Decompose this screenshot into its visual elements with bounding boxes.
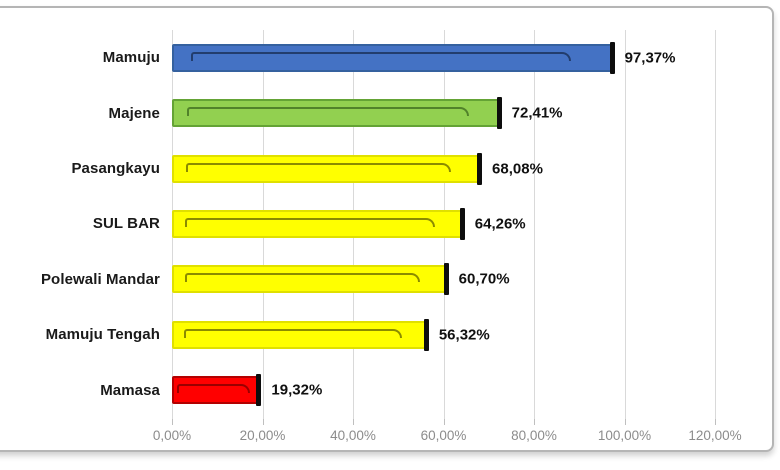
chart-row: Mamasa 19,32% [0,363,715,418]
x-tick-label: 0,00% [152,428,192,443]
bar-end-cap [443,263,449,296]
gridline [624,30,626,419]
gridline [534,30,535,419]
bar-end-cap [459,207,465,240]
value-label: 72,41% [511,104,563,122]
bar: 64,26% [172,207,526,240]
chart-row: SUL BAR 64,26% [0,196,715,251]
category-label: Mamuju [102,49,160,67]
bar-highlight [185,217,435,227]
bar-end-cap [609,41,615,74]
bar-chart: Mamuju 97,37% Majene 72,41% Pasangkayu 68,08%… [0,30,715,418]
chart-row: Pasangkayu 68,08% [0,141,715,196]
tick-mark [624,419,626,425]
x-tick-label: 120,00% [688,428,742,443]
bar-track: 56,32% [172,318,715,351]
bar: 68,08% [172,152,543,185]
value-label: 68,08% [492,160,543,178]
chart-row: Mamuju 97,37% [0,30,715,85]
category-label: Polewali Mandar [40,270,160,288]
value-label: 56,32% [438,326,490,344]
bar-highlight [184,328,403,338]
chart-row: Majene 72,41% [0,85,715,140]
bar: 60,70% [172,263,510,296]
bar-highlight [191,51,572,61]
category-label: Majene [108,104,160,122]
bar-track: 60,70% [172,263,715,296]
tick-mark [353,419,354,425]
value-label: 97,37% [624,49,676,67]
tick-mark [443,419,445,425]
bar-track: 68,08% [172,152,715,185]
tick-mark [172,419,173,425]
value-label: 60,70% [458,270,510,288]
bar-end-cap [256,374,262,407]
category-label: Pasangkayu [71,160,160,178]
bar-track: 72,41% [172,97,715,130]
bar-track: 64,26% [172,207,715,240]
bar-highlight [186,162,451,172]
gridline [715,30,716,419]
chart-row: Mamuju Tengah 56,32% [0,307,715,362]
bar-track: 19,32% [172,374,715,407]
bar-highlight [186,107,469,117]
tick-mark [262,419,264,425]
bar-highlight [184,273,421,283]
value-label: 64,26% [474,215,526,233]
x-tick-label: 80,00% [511,428,557,443]
bar-highlight [177,384,250,394]
bar: 97,37% [172,41,675,74]
tick-mark [715,419,716,425]
value-label: 19,32% [271,381,323,399]
x-tick-label: 100,00% [597,428,652,443]
bar: 56,32% [172,318,490,351]
bar: 72,41% [172,97,563,130]
tick-mark [534,419,535,425]
x-axis: 0,00% 20,00% 40,00% 60,00% 80,00% 100,00% 120,… [0,428,780,448]
chart-row: Polewali Mandar 60,70% [0,252,715,307]
x-tick-label: 20,00% [239,428,286,443]
bar-end-cap [423,318,429,351]
bar-end-cap [496,97,502,130]
x-tick-label: 60,00% [420,428,467,443]
bar-end-cap [477,152,483,185]
category-label: Mamasa [100,381,160,399]
x-tick-label: 40,00% [330,428,376,443]
category-label: SUL BAR [92,215,160,233]
category-label: Mamuju Tengah [45,326,160,344]
bar-track: 97,37% [172,41,715,74]
bar: 19,32% [172,374,322,407]
